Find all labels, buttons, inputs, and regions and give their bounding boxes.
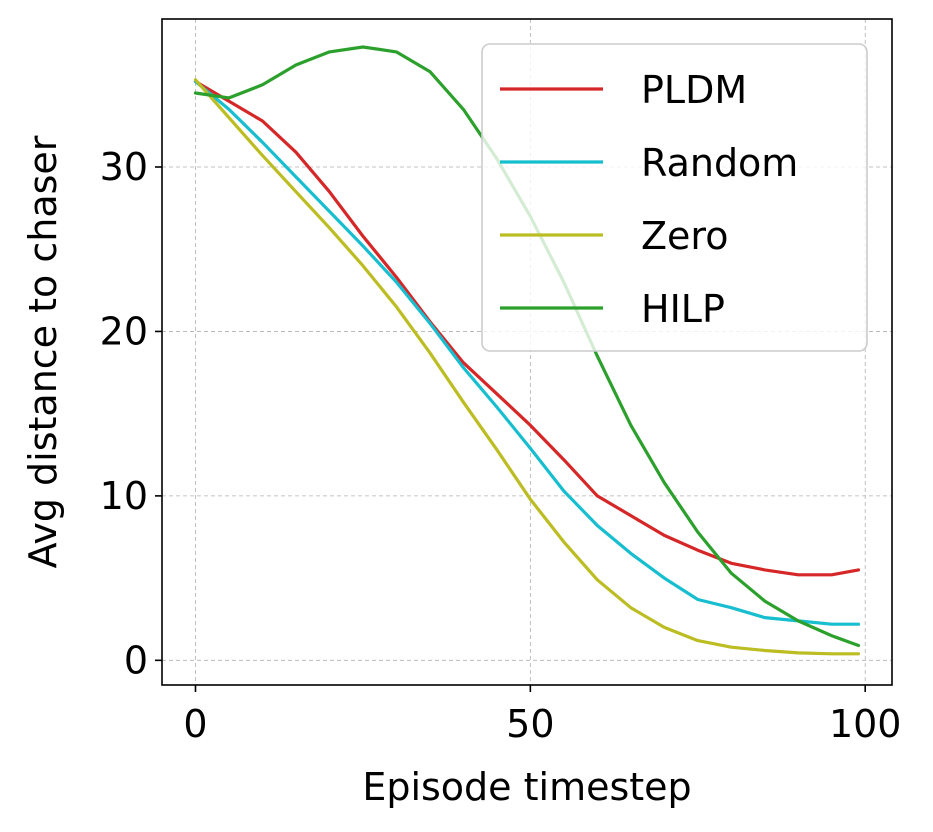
series-line-zero (193, 78, 861, 656)
legend-label-random: Random (641, 141, 798, 185)
x-tick-label: 50 (506, 702, 554, 746)
axis-ticks: 0 50 100 0 10 20 30 (100, 145, 902, 746)
series-line-random (193, 79, 861, 626)
plot-frame (161, 18, 893, 686)
legend-label-pldm: PLDM (641, 68, 747, 112)
y-tick-label: 10 (100, 474, 148, 518)
series-lines (193, 45, 861, 656)
x-axis-label: Episode timestep (362, 765, 691, 809)
legend-label-hilp: HILP (641, 287, 725, 331)
legend-box (481, 43, 868, 352)
y-axis-label: Avg distance to chaser (21, 135, 65, 568)
x-tick-label: 0 (183, 702, 207, 746)
x-tick-label: 100 (829, 702, 902, 746)
y-tick-label: 30 (100, 145, 148, 189)
y-tick-label: 0 (124, 638, 148, 682)
legend: PLDM Random Zero HILP (481, 43, 868, 352)
series-line-pldm (193, 79, 861, 577)
y-tick-label: 20 (100, 309, 148, 353)
legend-label-zero: Zero (641, 214, 728, 258)
